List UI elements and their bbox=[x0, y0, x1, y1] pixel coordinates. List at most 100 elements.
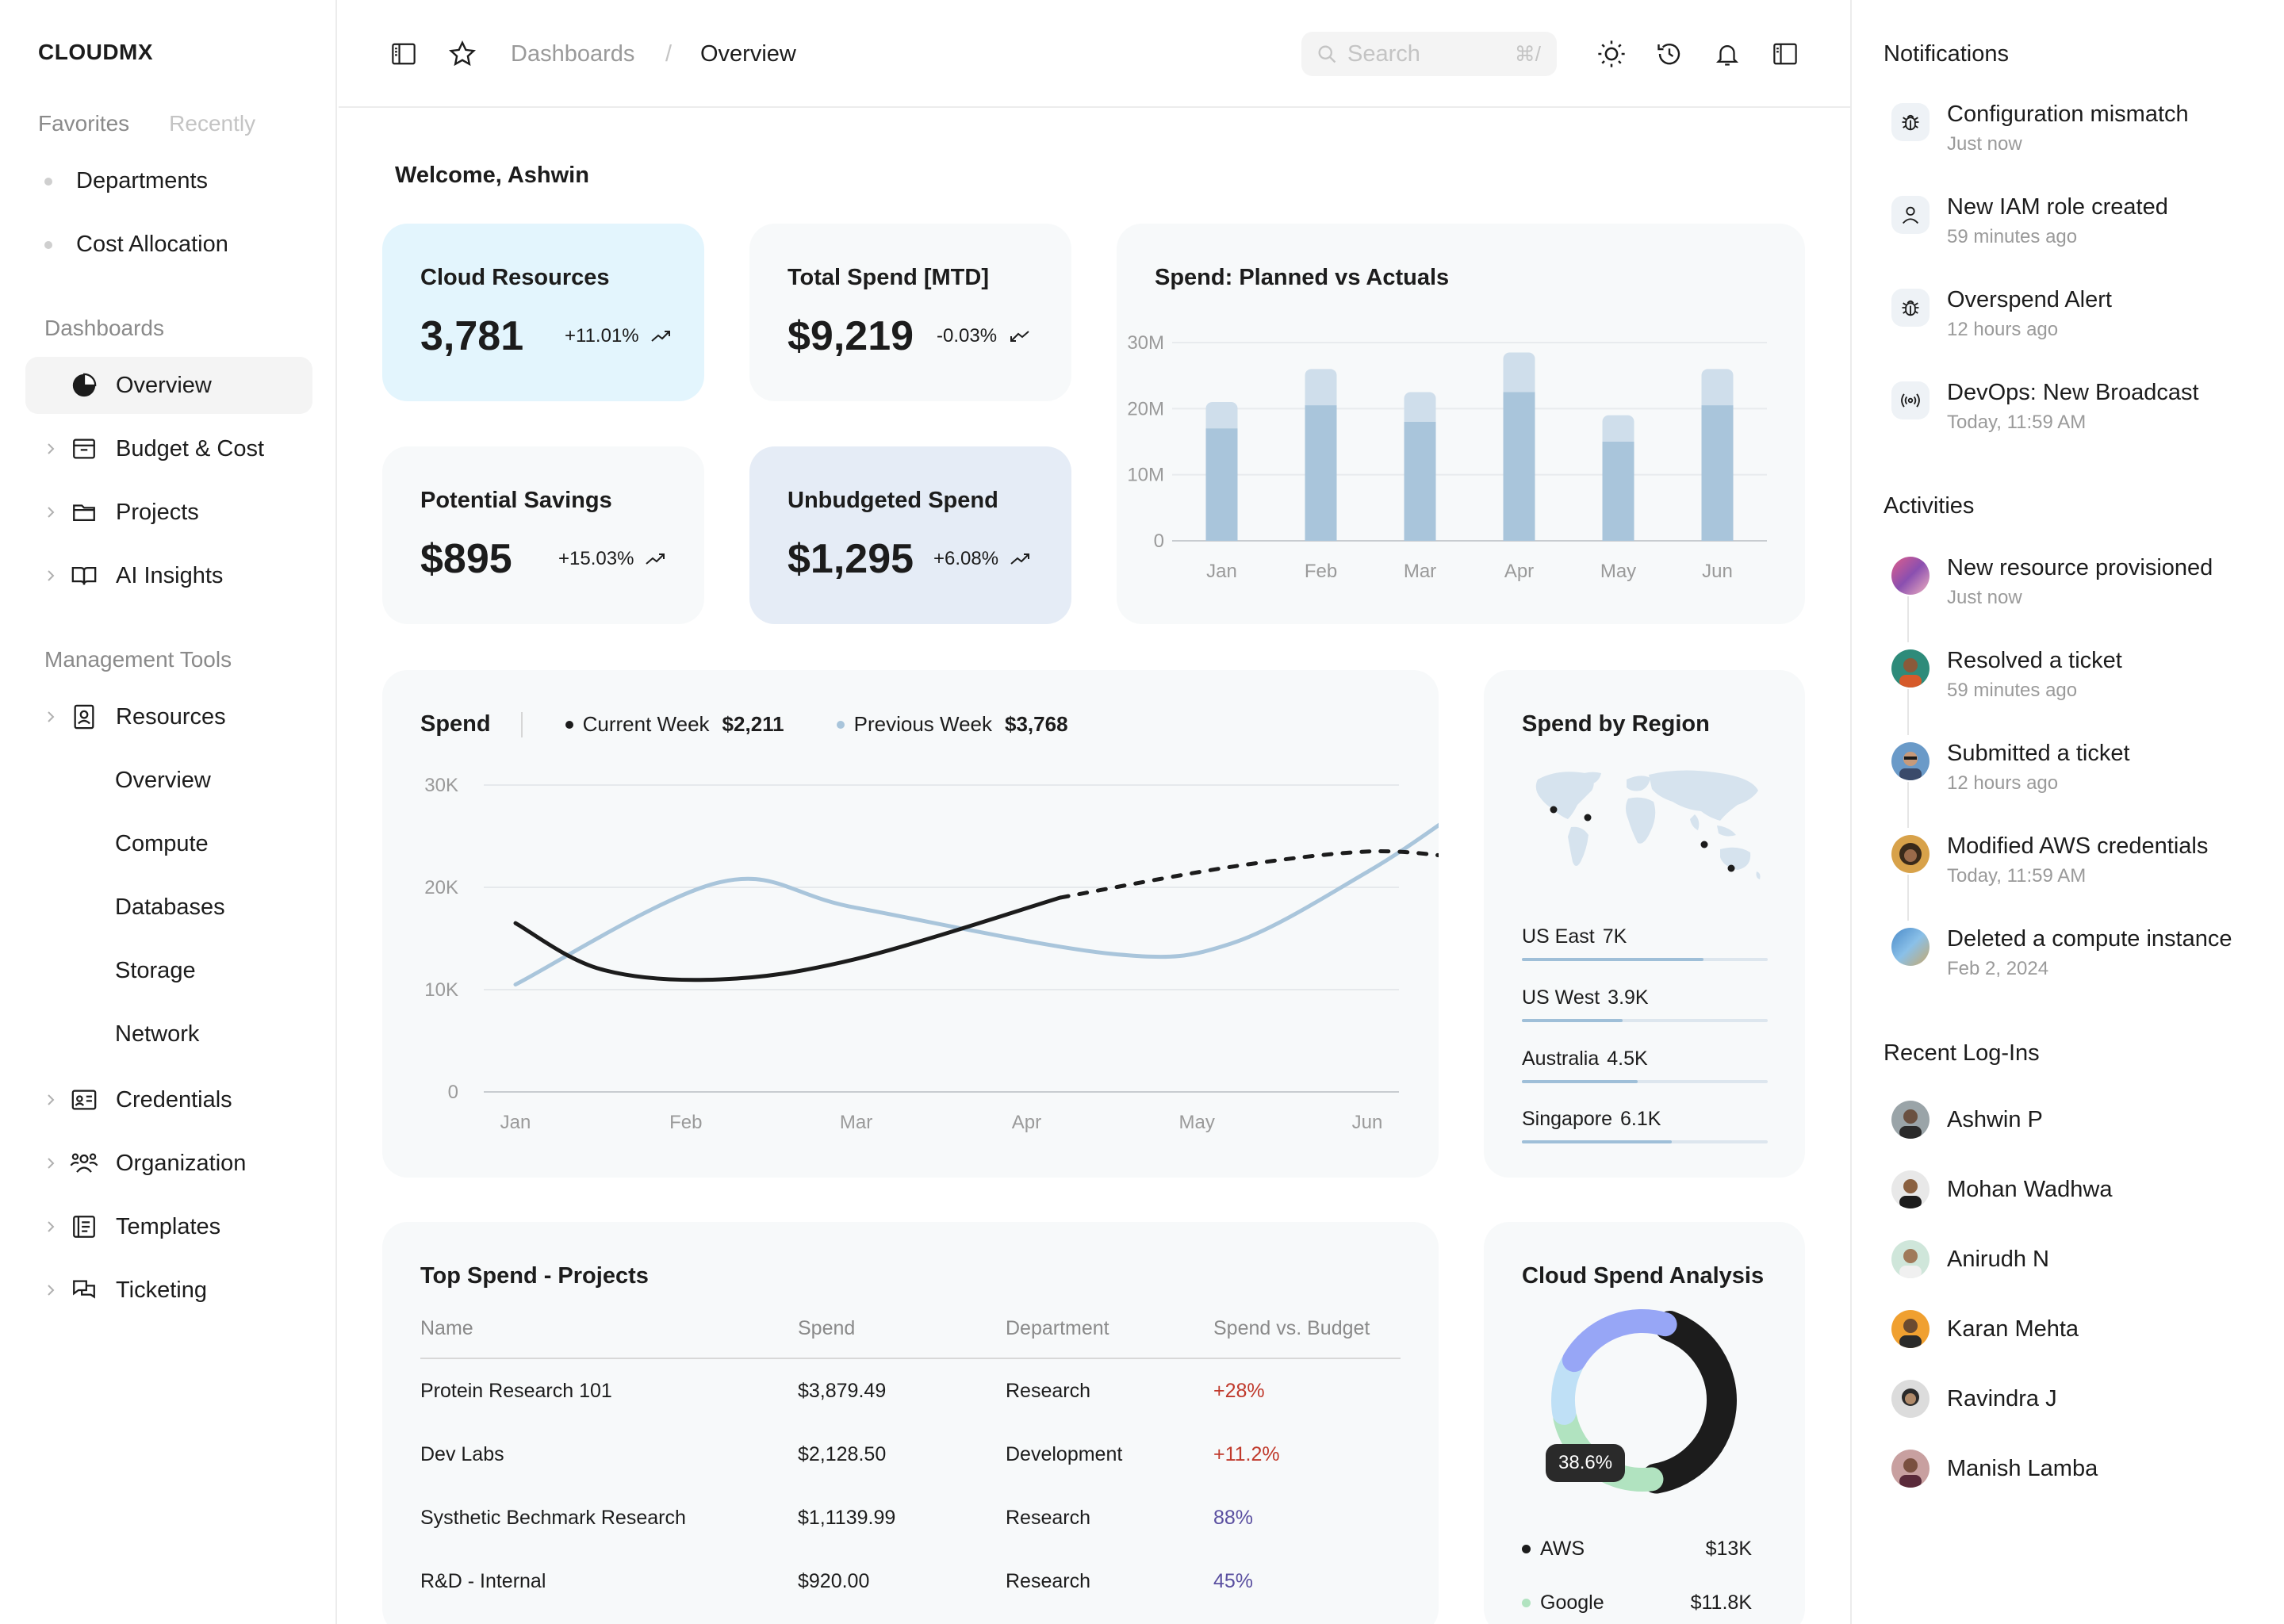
sidebar-item-label: Budget & Cost bbox=[116, 435, 264, 462]
sidebar-subitem-compute[interactable]: Compute bbox=[115, 831, 209, 856]
activity-time: 12 hours ago bbox=[1947, 772, 2059, 794]
kpi-card-total-spend[interactable]: Total Spend [MTD] $9,219 -0.03% bbox=[749, 224, 1071, 401]
donut-slice bbox=[1641, 1311, 1737, 1494]
activity-text: New resource provisioned bbox=[1947, 555, 2213, 580]
sidebar-subitem-network[interactable]: Network bbox=[115, 1021, 200, 1047]
activity-text: Deleted a compute instance bbox=[1947, 926, 2232, 952]
chart-title: Spend bbox=[420, 711, 491, 737]
column-header-spend[interactable]: Spend bbox=[798, 1316, 1006, 1359]
search-input[interactable] bbox=[1347, 40, 1506, 67]
legend-value: $11.8K bbox=[1690, 1591, 1752, 1614]
sidebar-item-credentials[interactable]: Credentials bbox=[25, 1071, 312, 1128]
region-name: US West bbox=[1522, 986, 1600, 1009]
column-header-name[interactable]: Name bbox=[420, 1316, 798, 1359]
sidebar-item-templates[interactable]: Templates bbox=[25, 1198, 312, 1255]
divider bbox=[520, 711, 523, 737]
login-item[interactable]: Manish Lamba bbox=[1891, 1450, 2098, 1488]
table-row[interactable]: Systhetic Bechmark Research $1,1139.99 R… bbox=[420, 1485, 1401, 1549]
table-row[interactable]: R&D - Internal $920.00 Research 45% bbox=[420, 1549, 1401, 1612]
map-marker bbox=[1584, 814, 1592, 822]
cell-spend: $920.00 bbox=[798, 1569, 870, 1592]
tab-recently[interactable]: Recently bbox=[169, 111, 256, 136]
login-item[interactable]: Ravindra J bbox=[1891, 1380, 2057, 1418]
x-tick-label: Jan bbox=[500, 1112, 531, 1133]
trend-down-icon bbox=[1008, 328, 1030, 344]
avatar bbox=[1891, 928, 1930, 966]
kpi-card-cloud-resources[interactable]: Cloud Resources 3,781 +11.01% bbox=[382, 224, 704, 401]
cell-spend: $2,128.50 bbox=[798, 1442, 887, 1465]
region-bar-fill bbox=[1522, 1019, 1623, 1022]
sidebar-item-ai-insights[interactable]: AI Insights bbox=[25, 547, 312, 604]
activity-text: Modified AWS credentials bbox=[1947, 833, 2209, 859]
sidebar-item-label: Resources bbox=[116, 703, 226, 730]
tab-favorites[interactable]: Favorites bbox=[38, 111, 130, 136]
badge-id-icon bbox=[70, 703, 98, 731]
favorite-item-cost-allocation[interactable]: Cost Allocation bbox=[44, 232, 228, 258]
sidebar-item-label: Credentials bbox=[116, 1086, 232, 1113]
kpi-card-potential-savings[interactable]: Potential Savings $895 +15.03% bbox=[382, 446, 704, 624]
history-icon[interactable] bbox=[1654, 38, 1685, 70]
x-tick-label: Apr bbox=[1504, 561, 1534, 582]
activity-time: 59 minutes ago bbox=[1947, 680, 2078, 701]
star-icon[interactable] bbox=[446, 38, 478, 70]
legend-value: $13K bbox=[1705, 1538, 1752, 1560]
x-tick-label: Feb bbox=[669, 1112, 702, 1133]
sidebar-subitem-storage[interactable]: Storage bbox=[115, 958, 196, 983]
breadcrumb-dashboards[interactable]: Dashboards bbox=[511, 41, 635, 67]
table-title: Top Spend - Projects bbox=[420, 1263, 649, 1289]
sidebar-item-organization[interactable]: Organization bbox=[25, 1135, 312, 1192]
panel-toggle-icon[interactable] bbox=[1769, 38, 1801, 70]
sidebar-item-label: Templates bbox=[116, 1213, 221, 1239]
x-tick-label: Mar bbox=[1404, 561, 1436, 582]
sidebar-subitem-overview[interactable]: Overview bbox=[115, 768, 211, 793]
sidebar-item-overview[interactable]: Overview bbox=[25, 357, 312, 414]
x-tick-label: May bbox=[1600, 561, 1636, 582]
notification-time: 59 minutes ago bbox=[1947, 226, 2078, 247]
bell-icon[interactable] bbox=[1711, 38, 1743, 70]
legend-label: AWS bbox=[1540, 1538, 1585, 1560]
sidebar-item-resources[interactable]: Resources bbox=[25, 688, 312, 745]
column-header-spend-vs-budget[interactable]: Spend vs. Budget bbox=[1213, 1316, 1401, 1359]
avatar bbox=[1891, 649, 1930, 688]
column-header-department[interactable]: Department bbox=[1006, 1316, 1213, 1359]
sidebar-subitem-databases[interactable]: Databases bbox=[115, 894, 225, 920]
region-bar bbox=[1522, 1019, 1768, 1022]
table-row[interactable]: Dev Labs $2,128.50 Development +11.2% bbox=[420, 1422, 1401, 1485]
pie-chart-icon bbox=[70, 371, 98, 400]
donut-slice bbox=[1562, 1309, 1677, 1373]
login-item[interactable]: Karan Mehta bbox=[1891, 1310, 2079, 1348]
login-item[interactable]: Ashwin P bbox=[1891, 1101, 2043, 1139]
legend-label-previous: Previous Week bbox=[853, 712, 993, 736]
kpi-card-unbudgeted-spend[interactable]: Unbudgeted Spend $1,295 +6.08% bbox=[749, 446, 1071, 624]
sidebar-item-label: Organization bbox=[116, 1150, 247, 1176]
sidebar-item-ticketing[interactable]: Ticketing bbox=[25, 1262, 312, 1319]
login-item[interactable]: Anirudh N bbox=[1891, 1240, 2049, 1278]
cell-department: Research bbox=[1006, 1569, 1090, 1592]
table-row[interactable]: Protein Research 101 $3,879.49 Research … bbox=[420, 1358, 1401, 1422]
spend-by-region-card: Spend by Region US East 7K US West 3.9K Au… bbox=[1484, 670, 1805, 1178]
login-name: Mohan Wadhwa bbox=[1947, 1176, 2113, 1202]
login-item[interactable]: Mohan Wadhwa bbox=[1891, 1170, 2112, 1208]
sidebar-toggle-icon[interactable] bbox=[388, 38, 420, 70]
sidebar: CLOUDMX Favorites Recently Departments C… bbox=[0, 0, 337, 1624]
planned-vs-actuals-card: Spend: Planned vs Actuals 0 10M 20M 30M Jan F… bbox=[1117, 224, 1805, 624]
brand-logo[interactable]: CLOUDMX bbox=[38, 40, 154, 64]
sidebar-item-projects[interactable]: Projects bbox=[25, 484, 312, 541]
activity-time: Today, 11:59 AM bbox=[1947, 865, 2087, 887]
cell-spend: $3,879.49 bbox=[798, 1380, 887, 1402]
breadcrumb-overview[interactable]: Overview bbox=[700, 41, 796, 67]
region-bar-fill bbox=[1522, 1140, 1673, 1143]
cloud-spend-analysis-card: Cloud Spend Analysis 38.6% AWS $13K Goog… bbox=[1484, 1222, 1805, 1624]
search-box[interactable]: ⌘/ bbox=[1301, 32, 1557, 76]
favorite-item-departments[interactable]: Departments bbox=[44, 168, 208, 194]
activity-timeline-line bbox=[1907, 689, 1909, 735]
sidebar-item-budget-cost[interactable]: Budget & Cost bbox=[25, 420, 312, 477]
kpi-delta-value: -0.03% bbox=[937, 325, 998, 347]
avatar bbox=[1891, 1170, 1930, 1208]
activity-timeline-line bbox=[1907, 875, 1909, 921]
x-tick-label: Jan bbox=[1206, 561, 1237, 582]
x-tick-label: Mar bbox=[840, 1112, 872, 1133]
kpi-value: $895 bbox=[420, 536, 512, 582]
x-tick-label: Jun bbox=[1702, 561, 1733, 582]
sun-icon[interactable] bbox=[1596, 38, 1627, 70]
